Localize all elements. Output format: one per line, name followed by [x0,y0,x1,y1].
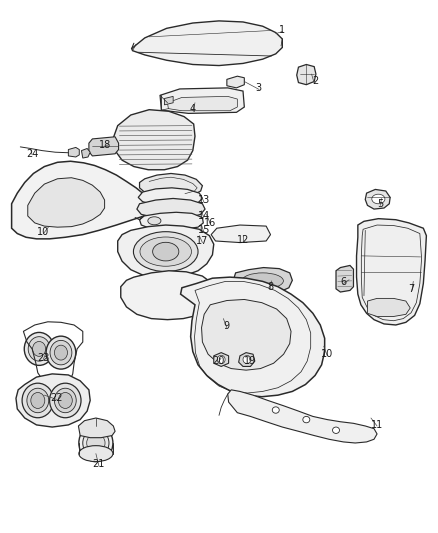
Text: 8: 8 [268,282,274,292]
Text: 22: 22 [50,393,63,403]
Text: 21: 21 [93,459,105,469]
Ellipse shape [148,217,161,225]
Ellipse shape [79,446,113,462]
Polygon shape [336,265,353,292]
Polygon shape [132,21,283,66]
Text: 23: 23 [37,353,49,363]
Polygon shape [140,173,202,198]
Text: 7: 7 [408,284,414,294]
Polygon shape [16,374,90,427]
Polygon shape [28,177,105,227]
Polygon shape [367,298,410,317]
Polygon shape [121,271,217,320]
Text: 4: 4 [190,104,196,114]
Ellipse shape [83,429,109,457]
Polygon shape [118,225,214,277]
Ellipse shape [49,383,81,418]
Polygon shape [164,96,173,105]
Polygon shape [227,76,244,88]
Polygon shape [167,96,237,111]
Text: 3: 3 [255,83,261,93]
Text: 5: 5 [378,199,384,209]
Polygon shape [81,149,90,158]
Text: 24: 24 [26,149,38,159]
Polygon shape [228,390,377,443]
Ellipse shape [50,341,72,365]
Ellipse shape [24,333,54,366]
Polygon shape [201,300,291,370]
Polygon shape [233,268,292,294]
Polygon shape [214,353,229,367]
Ellipse shape [332,427,339,433]
Text: 10: 10 [37,227,49,237]
Text: 14: 14 [198,211,210,221]
Ellipse shape [28,337,50,361]
Text: 6: 6 [340,278,346,287]
Ellipse shape [54,345,67,360]
Polygon shape [68,148,79,157]
Polygon shape [113,110,195,169]
Text: 20: 20 [212,356,224,366]
Polygon shape [160,88,244,114]
Ellipse shape [27,388,49,413]
Text: 11: 11 [371,420,383,430]
Polygon shape [137,198,205,219]
Ellipse shape [31,392,45,408]
Text: 13: 13 [198,195,210,205]
Ellipse shape [243,356,251,364]
Text: 10: 10 [321,349,333,359]
Ellipse shape [217,356,225,364]
Polygon shape [180,277,325,397]
Ellipse shape [372,194,385,204]
Ellipse shape [79,424,113,462]
Text: 9: 9 [224,321,230,331]
Ellipse shape [87,433,105,453]
Ellipse shape [303,416,310,423]
Polygon shape [365,189,390,209]
Text: 19: 19 [244,356,257,366]
Text: 16: 16 [204,218,216,228]
Text: 17: 17 [196,236,208,246]
Ellipse shape [54,388,76,413]
Polygon shape [239,353,255,367]
Polygon shape [297,64,316,85]
Ellipse shape [272,407,279,413]
Polygon shape [140,212,203,230]
Ellipse shape [140,237,191,266]
Ellipse shape [152,243,179,261]
Polygon shape [211,225,271,243]
Text: 18: 18 [99,140,111,150]
Text: 1: 1 [279,25,286,35]
Text: 15: 15 [198,225,210,236]
Ellipse shape [58,392,72,408]
Polygon shape [12,161,149,239]
Polygon shape [89,137,119,156]
Polygon shape [138,188,202,206]
Text: 2: 2 [312,77,318,86]
Polygon shape [357,219,426,325]
Polygon shape [78,418,115,438]
Ellipse shape [22,383,53,418]
Ellipse shape [242,273,283,289]
Text: 12: 12 [237,235,249,245]
Ellipse shape [32,342,46,357]
Ellipse shape [46,336,76,369]
Ellipse shape [134,232,198,271]
